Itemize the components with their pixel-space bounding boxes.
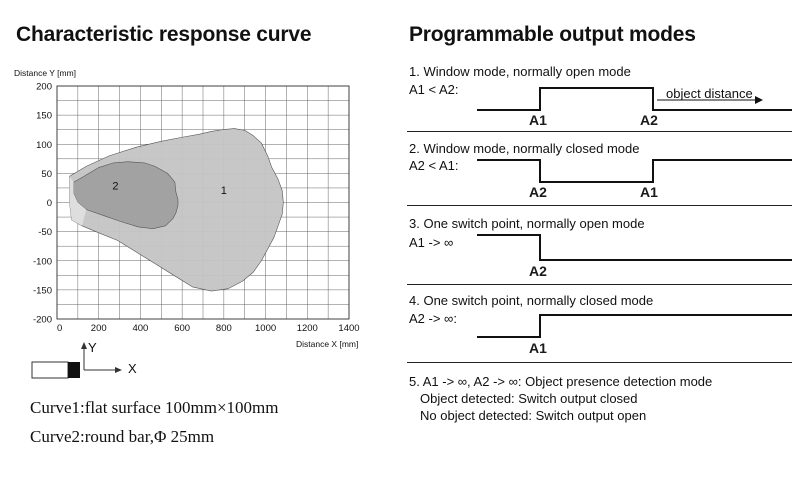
mode1-label-a2: A2 bbox=[640, 112, 658, 128]
mode2-label-a1: A1 bbox=[640, 184, 658, 200]
mode5-line-closed: Object detected: Switch output closed bbox=[420, 391, 638, 406]
object-distance-arrow-head bbox=[755, 96, 763, 104]
mode3-title: 3. One switch point, normally open mode bbox=[409, 216, 645, 231]
x-tick-label: 1000 bbox=[255, 323, 276, 334]
mode5-title: 5. A1 -> ∞, A2 -> ∞: Object presence det… bbox=[409, 374, 713, 389]
mode3-condition: A1 -> ∞ bbox=[409, 235, 454, 250]
sensor-axis-icon: Y X bbox=[28, 340, 148, 386]
y-tick-label: -150 bbox=[33, 285, 52, 296]
divider-2 bbox=[407, 205, 792, 206]
sensor-diagram bbox=[31, 342, 122, 379]
mode4-signal bbox=[477, 314, 792, 338]
y-tick-label: 200 bbox=[36, 82, 52, 93]
sensor-head bbox=[68, 362, 80, 378]
curve1-note: Curve1:flat surface 100mm×100mm bbox=[30, 398, 279, 417]
mode3-signal bbox=[477, 234, 792, 261]
curve-area-2 bbox=[73, 161, 179, 230]
y-tick-label: -50 bbox=[38, 227, 52, 238]
mode2-condition: A2 < A1: bbox=[409, 158, 459, 173]
y-tick-label: 150 bbox=[36, 111, 52, 122]
mode2-signal bbox=[477, 159, 792, 183]
axis-icon-x-label: X bbox=[128, 361, 137, 376]
x-axis-title: Distance X [mm] bbox=[296, 339, 358, 349]
plot-frame bbox=[56, 85, 350, 320]
y-tick-label: 50 bbox=[41, 169, 52, 180]
y-axis-title: Distance Y [mm] bbox=[14, 68, 76, 78]
x-tick-label: 400 bbox=[132, 323, 148, 334]
axis-icon-y-label: Y bbox=[88, 340, 97, 355]
mode2-title: 2. Window mode, normally closed mode bbox=[409, 141, 640, 156]
mode3-label-a2: A2 bbox=[529, 263, 547, 279]
chart-title: Characteristic response curve bbox=[16, 23, 312, 46]
chart-ticks: 200 150 100 50 0 -50 -100 -150 -200 0 200 400 600 800… bbox=[33, 82, 360, 335]
x-tick-label: 800 bbox=[216, 323, 232, 334]
y-arrow-head bbox=[81, 342, 87, 349]
curve-label-2: 2 bbox=[112, 181, 118, 193]
divider-4 bbox=[407, 362, 792, 363]
x-tick-label: 0 bbox=[57, 323, 62, 334]
x-tick-label: 600 bbox=[174, 323, 190, 334]
curve2-note: Curve2:round bar,Φ 25mm bbox=[30, 427, 215, 446]
divider-1 bbox=[407, 131, 792, 132]
y-tick-label: -200 bbox=[33, 315, 52, 326]
mode4-title: 4. One switch point, normally closed mod… bbox=[409, 293, 654, 308]
mode2-label-a2: A2 bbox=[529, 184, 547, 200]
mode1-title: 1. Window mode, normally open mode bbox=[409, 64, 631, 79]
mode1-annotation: object distance bbox=[666, 86, 753, 101]
y-tick-label: -100 bbox=[33, 256, 52, 267]
mode4-condition: A2 -> ∞: bbox=[409, 311, 457, 326]
x-tick-label: 1200 bbox=[297, 323, 318, 334]
output-modes-title: Programmable output modes bbox=[409, 23, 696, 46]
mode4-label-a1: A1 bbox=[529, 340, 547, 356]
sensor-body bbox=[31, 361, 69, 379]
curve-label-1: 1 bbox=[221, 185, 227, 197]
x-tick-label: 200 bbox=[91, 323, 107, 334]
chart-areas: 12 bbox=[69, 128, 284, 292]
near-zone-shade bbox=[69, 176, 87, 226]
x-arrow-head bbox=[115, 367, 122, 373]
y-tick-label: 0 bbox=[47, 198, 52, 209]
mode1-condition: A1 < A2: bbox=[409, 82, 459, 97]
y-tick-label: 100 bbox=[36, 140, 52, 151]
mode1-label-a1: A1 bbox=[529, 112, 547, 128]
chart-frame bbox=[56, 85, 350, 320]
mode5-line-open: No object detected: Switch output open bbox=[420, 408, 647, 423]
divider-3 bbox=[407, 284, 792, 285]
mode1-signal bbox=[477, 87, 792, 111]
x-tick-label: 1400 bbox=[338, 323, 359, 334]
